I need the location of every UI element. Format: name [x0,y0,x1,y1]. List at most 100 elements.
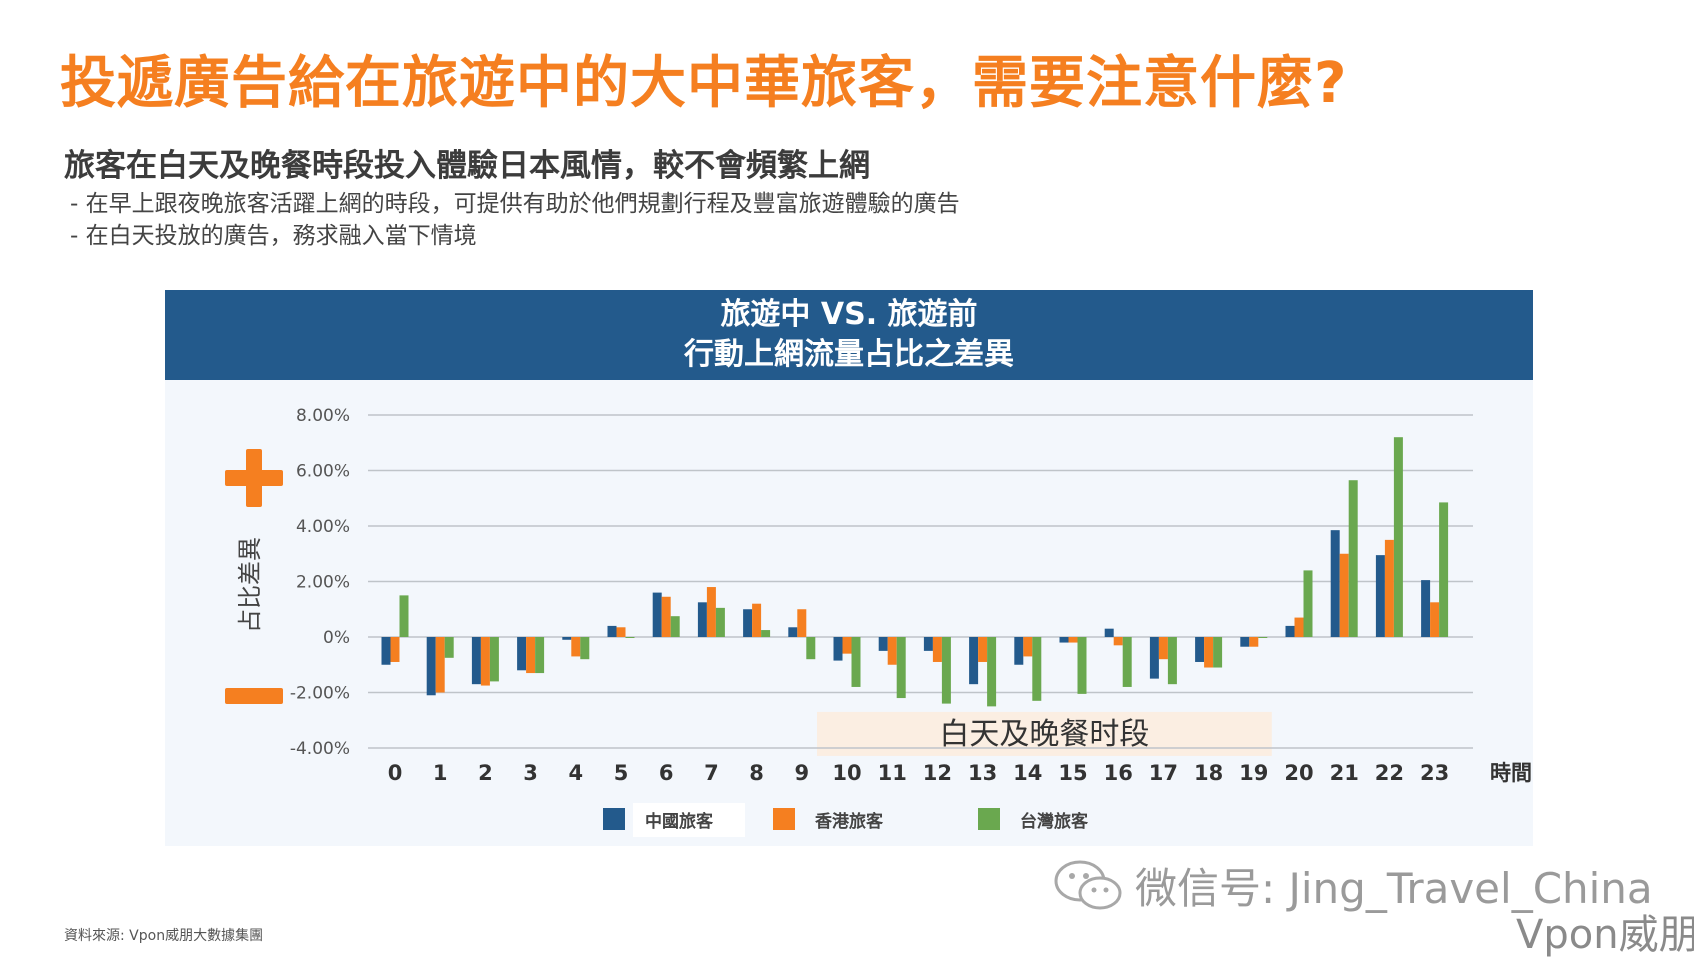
x-tick-label: 4 [568,761,583,785]
bar-0-13 [969,637,979,685]
bar-0-20 [1285,625,1295,637]
bar-1-5 [616,627,626,637]
bar-1-8 [752,603,762,637]
bar-0-7 [697,602,707,637]
bar-1-4 [571,637,581,657]
legend-label: 台灣旅客 [1020,811,1089,832]
bullet-list: - 在早上跟夜晚旅客活躍上網的時段，可提供有助於他們規劃行程及豐富旅遊體驗的廣告… [70,188,960,252]
bar-2-3 [535,637,545,674]
chart-panel: 白天及晚餐时段 8.00% 6.00% 4.00% 2.00% 0% -2.00% -4.00… [165,290,1533,846]
y-tick-label: 6.00% [296,462,350,482]
x-tick-label: 6 [659,761,674,785]
bar-2-6 [670,616,680,637]
bar-0-15 [1059,637,1069,643]
bar-0-14 [1014,637,1024,665]
bar-2-0 [399,595,409,637]
bar-2-16 [1122,637,1132,687]
legend-swatch [773,808,795,830]
x-tick-label: 9 [794,761,809,785]
bar-0-4 [562,637,572,640]
legend-swatch [603,808,625,830]
x-tick-label: 10 [832,761,861,785]
bar-2-22 [1393,437,1403,637]
x-tick-label: 20 [1284,761,1313,785]
bar-2-4 [580,637,590,660]
bar-1-11 [887,637,897,665]
bar-1-22 [1384,539,1394,637]
x-tick-label: 0 [388,761,403,785]
x-tick-label: 7 [704,761,719,785]
x-tick-label: 3 [523,761,538,785]
x-tick-label: 5 [614,761,629,785]
bar-0-23 [1421,580,1431,637]
plus-icon-vertical [246,449,262,507]
bar-0-18 [1195,637,1205,662]
x-tick-label: 21 [1330,761,1359,785]
bar-2-5 [625,637,635,638]
bar-0-16 [1104,628,1114,637]
minus-icon [225,688,283,704]
bar-1-14 [1023,637,1033,657]
bar-2-1 [444,637,454,658]
bar-2-9 [806,637,816,660]
bar-1-9 [797,609,807,637]
bar-0-22 [1375,555,1385,637]
bar-0-6 [652,592,662,637]
bar-0-5 [607,625,617,637]
bar-1-1 [435,637,445,693]
annotation-label: 白天及晚餐时段 [939,717,1149,752]
bar-0-8 [743,609,753,637]
bar-1-18 [1204,637,1214,668]
chart-title-line1: 旅遊中 VS. 旅遊前 [720,297,978,332]
x-tick-label: 8 [749,761,764,785]
bar-1-23 [1430,602,1440,637]
x-tick-label: 13 [968,761,997,785]
bar-2-19 [1258,637,1268,638]
legend-highlight [633,803,745,837]
bar-1-0 [390,637,400,662]
bar-0-19 [1240,637,1250,647]
x-tick-label: 16 [1104,761,1133,785]
y-axis-label: 占比差異 [236,537,264,633]
bar-0-17 [1149,637,1159,679]
bar-1-12 [932,637,942,662]
bar-2-7 [715,607,725,637]
x-tick-label: 12 [923,761,952,785]
y-tick-label: 4.00% [296,517,350,537]
wechat-icon [1054,860,1122,910]
bar-2-14 [1032,637,1042,701]
bar-1-19 [1249,637,1259,647]
x-tick-label: 1 [433,761,448,785]
bar-1-13 [978,637,988,662]
x-tick-label: 11 [878,761,907,785]
y-tick-label: -2.00% [290,684,350,704]
legend-swatch [978,808,1000,830]
bar-0-9 [788,627,798,637]
bar-0-12 [923,637,933,651]
chart-svg: 白天及晚餐时段 8.00% 6.00% 4.00% 2.00% 0% -2.00% -4.00… [225,406,1532,837]
x-tick-label: 2 [478,761,493,785]
bar-1-21 [1339,553,1349,637]
page-title: 投遞廣告給在旅遊中的大中華旅客，需要注意什麼? [60,51,1348,116]
bar-2-21 [1348,480,1358,637]
bar-2-17 [1167,637,1177,685]
bar-1-2 [480,637,490,686]
bullet-item: - 在白天投放的廣告，務求融入當下情境 [70,223,477,249]
bar-1-3 [526,637,536,674]
y-tick-label: 8.00% [296,406,350,426]
bar-1-7 [706,587,716,637]
bar-2-20 [1303,570,1313,637]
bar-0-3 [517,637,527,671]
bar-2-2 [489,637,499,682]
chart-title-line2: 行動上網流量占比之差異 [684,337,1014,372]
x-tick-label: 15 [1058,761,1087,785]
bar-1-6 [661,596,671,637]
y-tick-label: 2.00% [296,573,350,593]
bar-1-10 [842,637,852,654]
bar-2-10 [851,637,861,687]
chart-header: 旅遊中 VS. 旅遊前 行動上網流量占比之差異 [165,290,1533,380]
bar-1-17 [1158,637,1168,660]
y-tick-label: -4.00% [290,739,350,759]
x-axis-label: 時間 [1490,761,1532,785]
bar-2-12 [941,637,951,704]
